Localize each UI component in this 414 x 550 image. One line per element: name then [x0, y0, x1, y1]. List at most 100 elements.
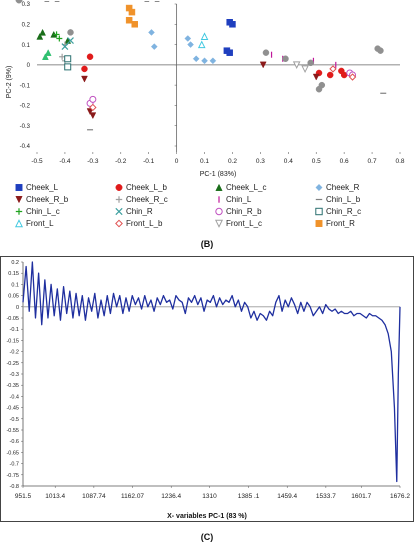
point-cheek-r-b — [86, 108, 94, 116]
point-front-l-c — [301, 65, 309, 74]
loadings-x-tick-label: 1236.4 — [161, 493, 181, 500]
point-cheek-l-b — [86, 53, 94, 60]
point-cheek-l-b — [326, 71, 334, 79]
point-front-r — [128, 8, 136, 16]
loadings-y-tick-label: -0.5 — [10, 417, 19, 423]
pca-x-tick-label: 0.8 — [395, 158, 404, 165]
pca-markers — [36, 4, 387, 131]
loadings-y-tick-label: 0 — [16, 305, 19, 311]
legend-label-front-l-b: Front_L_b — [126, 219, 163, 228]
pca-x-tick-label: 0.2 — [228, 158, 237, 165]
pca-y-tick-label: -0.2 — [20, 104, 31, 110]
point-chin-r-b — [89, 95, 97, 103]
loadings-x-axis-label: X- variables PC-1 (83 %) — [167, 513, 247, 520]
pca-y-axis-label: PC-2 (9%) — [6, 66, 13, 99]
loadings-y-tick-label: -0.6 — [10, 439, 19, 445]
legend-marker-front-r — [315, 220, 323, 227]
legend-label-front-r-c: Front_R_c — [126, 0, 163, 2]
point-cheek-r — [150, 43, 158, 50]
legend-label-chin-l-c: Chin_L_c — [26, 207, 60, 216]
legend-label-cheek-l-b: Cheek_L_b — [126, 183, 167, 192]
loadings-x-tick-label: 1087.74 — [82, 493, 106, 500]
loadings-axes: -0.8 -0.75 -0.7 -0.65 -0.6 -0.55 -0.5 -0.45 -0.4… — [6, 260, 410, 500]
pca-x-tick-label: 0.6 — [340, 158, 349, 165]
point-cheek-r — [201, 57, 208, 65]
point-front-r-b — [307, 59, 314, 67]
pca-x-tick-label: 0.5 — [312, 158, 321, 165]
pca-x-tick-label: -0.4 — [59, 158, 71, 165]
point-cheek-l — [229, 21, 236, 28]
loadings-y-tick-label: -0.3 — [10, 372, 19, 378]
point-cheek-l-c — [36, 32, 44, 40]
legend-label-front-l: Front_L — [26, 219, 54, 228]
pca-y-tick-label: 0 — [27, 63, 31, 69]
point-chin-r-c — [64, 55, 72, 63]
pca-y-tick-label: 0.3 — [22, 2, 31, 8]
loadings-x-tick-label: 1013.4 — [45, 493, 65, 500]
point-front-r — [125, 16, 133, 24]
point-front-l-b — [89, 103, 97, 112]
point-front-r-b — [67, 29, 74, 36]
series-line-pc1-loadings — [22, 261, 401, 483]
legend-label-cheek-r-b: Cheek_R_b — [26, 195, 69, 204]
legend-marker-front-l — [14, 219, 24, 228]
legend-label-front-l-c: Front_L_c — [226, 219, 262, 228]
loadings-x-tick-label: 1601.7 — [351, 493, 371, 500]
legend-marker-cheek-r — [315, 183, 323, 192]
legend-label-cheek-r: Cheek_R — [326, 183, 360, 192]
loadings-y-tick-label: -0.35 — [6, 383, 19, 389]
loadings-x-tick-label: 1162.07 — [121, 493, 144, 500]
point-front-l-c — [292, 61, 301, 69]
pca-scatter-panel: -0.5 -0.4 -0.3 -0.2 -0.1 0 0.1 0.2 0.3 0.4 0.5 0.6 0… — [6, 0, 405, 249]
legend-marker-front-l-c — [214, 219, 224, 228]
pca-x-tick-label: 0.3 — [256, 158, 265, 165]
loadings-y-tick-label: 0.1 — [11, 282, 19, 288]
point-chin-l-c — [56, 35, 63, 42]
pca-y-tick-label: 0.1 — [22, 43, 31, 49]
legend-label-cheek-l-c: Cheek_L_c — [226, 183, 266, 192]
loadings-y-tick-label: 0.15 — [8, 271, 19, 277]
point-cheek-r — [148, 29, 155, 36]
legend-label-cheek-r-c: Cheek_R_c — [126, 195, 168, 204]
point-cheek-l-b — [81, 65, 88, 73]
legend-label-chin-l-b: Chin_L_b — [326, 195, 361, 204]
point-front-l-b — [329, 65, 337, 73]
loadings-y-tick-label: 0.2 — [11, 260, 19, 266]
legend-label-chin-r-c: Chin_R_c — [326, 207, 361, 216]
point-front-r-b — [262, 49, 270, 56]
legend-marker-front-l-b — [115, 219, 123, 228]
pca-x-tick-label: 0 — [175, 158, 179, 165]
pca-y-tick-label: -0.3 — [20, 124, 31, 130]
legend-marker-chin-r — [115, 207, 123, 216]
legend-marker-cheek-l-c — [215, 183, 223, 191]
legend-label-chin-l: Chin_L — [226, 195, 252, 204]
pca-axes: -0.5 -0.4 -0.3 -0.2 -0.1 0 0.1 0.2 0.3 0.4 0.5 0.6 0… — [20, 2, 405, 165]
pca-y-tick-label: -0.4 — [20, 144, 31, 150]
loadings-y-tick-label: -0.55 — [6, 428, 19, 434]
point-cheek-l-c — [39, 28, 46, 36]
pca-y-tick-label: 0.2 — [22, 22, 31, 28]
loadings-x-tick-label: 1385 .1 — [238, 493, 260, 500]
point-front-l-b — [348, 73, 357, 81]
loadings-y-tick-label: -0.75 — [6, 473, 19, 479]
loadings-x-tick-label: 1459.4 — [277, 493, 297, 500]
legend-marker-chin-r-c — [315, 207, 323, 216]
pca-x-tick-label: -0.1 — [143, 158, 155, 165]
pca-x-tick-label: 0.1 — [200, 158, 209, 165]
point-front-r-c — [44, 49, 52, 56]
point-cheek-r — [184, 35, 192, 42]
loadings-y-tick-label: -0.7 — [10, 462, 19, 468]
point-front-r-b — [377, 47, 384, 54]
point-cheek-r-b — [89, 112, 97, 120]
loadings-x-tick-label: 1310 — [202, 493, 217, 500]
point-cheek-l — [226, 49, 233, 56]
loadings-y-tick-label: -0.15 — [6, 338, 19, 344]
loadings-y-tick-label: -0.8 — [10, 484, 19, 490]
legend-marker-cheek-l — [15, 184, 23, 191]
point-cheek-r-b — [259, 61, 267, 69]
legend-marker-cheek-l-b — [115, 184, 123, 191]
pca-x-tick-label: 0.7 — [368, 158, 377, 165]
pca-x-tick-label: -0.3 — [87, 158, 99, 165]
legend-label-front-r: Front_R — [326, 219, 355, 228]
point-chin-r — [61, 43, 69, 51]
